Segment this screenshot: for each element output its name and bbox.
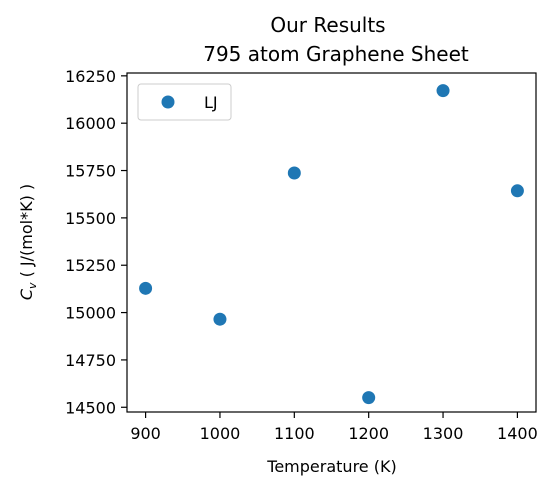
x-axis-label: Temperature (K) [266,457,396,476]
legend-label: LJ [204,93,218,112]
y-tick-label: 15750 [65,162,116,181]
data-point [510,184,524,198]
y-tick-label: 15500 [65,209,116,228]
data-point [362,391,376,405]
y-tick-label: 14500 [65,398,116,417]
axes-frame [126,72,537,413]
chart-subtitle: 795 atom Graphene Sheet [203,42,469,66]
x-tick-label: 900 [130,424,161,443]
data-point [436,84,450,98]
x-tick-label: 1100 [274,424,315,443]
y-axis-label: Cv ( J/(mol*K) ) [17,184,39,300]
y-tick-label: 15000 [65,304,116,323]
data-point [213,312,227,326]
x-tick-label: 1000 [200,424,241,443]
x-tick-label: 1300 [423,424,464,443]
y-tick-label: 16250 [65,67,116,86]
plot-area: 900 1000 1100 1200 1300 1400 14500 14750 15000 15… [65,67,538,443]
data-point [287,166,301,180]
legend-marker [161,95,175,109]
y-tick-label: 15250 [65,256,116,275]
y-tick-label: 14750 [65,351,116,370]
x-tick-label: 1200 [348,424,389,443]
chart-title: Our Results [270,13,385,37]
y-tick-label: 16000 [65,114,116,133]
legend: LJ [137,83,232,121]
x-tick-label: 1400 [497,424,538,443]
legend-box [137,83,232,121]
data-point [139,281,153,295]
